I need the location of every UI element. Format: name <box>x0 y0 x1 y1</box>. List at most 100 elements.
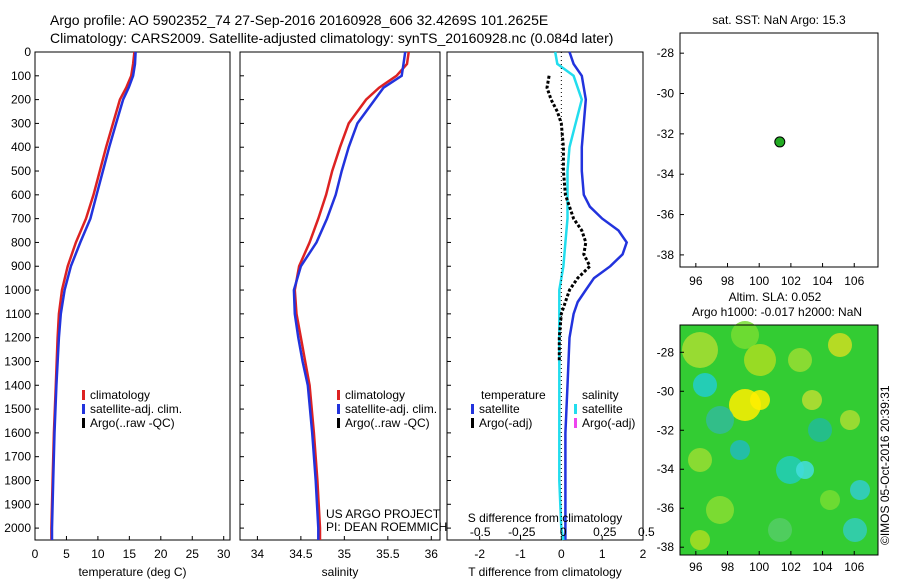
sla-field-blob <box>850 480 870 500</box>
y-tick-label: 900 <box>11 259 31 273</box>
sla-x-tick-label: 100 <box>749 560 769 574</box>
x-tick-label: 30 <box>217 547 231 561</box>
legend-sal-satellite: satellite <box>582 402 623 416</box>
sla-x-tick-label: 106 <box>844 560 864 574</box>
x-axis-label: T difference from climatology <box>468 565 622 579</box>
sla-panel-title-1: Altim. SLA: 0.052 <box>729 290 822 304</box>
sla-field-blob <box>828 333 852 357</box>
sla-field-blob <box>796 461 814 479</box>
sla-field-blob <box>840 410 860 430</box>
sat-x-tick-label: 102 <box>781 274 801 288</box>
y-tick-label: 1000 <box>4 283 31 297</box>
x2-tick-label: 0 <box>560 525 567 539</box>
legend-swatch-temp-satellite <box>471 404 474 414</box>
x-tick-label: 34 <box>251 547 265 561</box>
y-tick-label: 500 <box>11 164 31 178</box>
x2-tick-label: 0.5 <box>638 525 655 539</box>
x-tick-label: -1 <box>515 547 526 561</box>
legend-temperature-header: temperature <box>481 388 546 402</box>
y-tick-label: 1600 <box>4 426 31 440</box>
sla-y-tick-label: -34 <box>657 462 675 476</box>
sat-x-tick-label: 104 <box>813 274 833 288</box>
y-tick-label: 100 <box>11 69 31 83</box>
x-tick-label: 2 <box>640 547 647 561</box>
header-line-1: Argo profile: AO 5902352_74 27-Sep-2016 … <box>50 12 549 28</box>
x-tick-label: 0 <box>558 547 565 561</box>
sla-panel-title-2: Argo h1000: -0.017 h2000: NaN <box>692 305 862 319</box>
credit-text: ©IMOS 05-Oct-2016 20:39:31 <box>878 385 892 545</box>
x-axis-label: salinity <box>322 565 359 579</box>
x-tick-label: 25 <box>186 547 200 561</box>
legend-swatch-climatology <box>337 390 340 400</box>
sla-field-blob <box>788 348 812 372</box>
series-line-argo-adj- <box>545 75 592 362</box>
x-axis-label: temperature (deg C) <box>78 565 186 579</box>
y-tick-label: 1300 <box>4 354 31 368</box>
legend-swatch-argo <box>82 418 85 428</box>
legend-climatology: climatology <box>90 388 150 402</box>
series-line-climatology <box>293 51 410 540</box>
sla-x-tick-label: 104 <box>813 560 833 574</box>
sla-field-blob <box>730 440 750 460</box>
legend-swatch-satellite <box>82 404 85 414</box>
sla-x-tick-label: 98 <box>721 560 735 574</box>
sat-y-tick-label: -38 <box>657 248 675 262</box>
sla-field-blob <box>706 406 734 434</box>
sat-panel-frame <box>679 32 879 268</box>
y-tick-label: 1100 <box>5 307 31 321</box>
x-tick-label: -2 <box>474 547 485 561</box>
x2-tick-label: -0.25 <box>508 525 536 539</box>
y-tick-label: 0 <box>24 45 31 59</box>
legend-salinity-header: salinity <box>582 388 619 402</box>
sla-y-tick-label: -30 <box>657 384 675 398</box>
sla-field-blob <box>808 418 832 442</box>
sla-field-blob <box>776 456 804 484</box>
sla-panel-frame <box>679 324 879 556</box>
y-tick-label: 1900 <box>4 497 31 511</box>
sla-field-blob <box>731 321 759 349</box>
sat-y-tick-label: -36 <box>657 208 675 222</box>
y-tick-label: 1500 <box>4 402 31 416</box>
series-line-satellite-adj-clim- <box>292 51 407 540</box>
sla-y-tick-label: -32 <box>657 423 675 437</box>
legend-argo: Argo(..raw -QC) <box>345 416 430 430</box>
project-line-1: US ARGO PROJECT <box>326 507 441 521</box>
sat-panel-title: sat. SST: NaN Argo: 15.3 <box>712 13 846 27</box>
sla-y-tick-label: -38 <box>657 540 675 554</box>
x2-axis-label: S difference from climatology <box>468 511 623 525</box>
legend-swatch-sal-argo <box>574 418 577 428</box>
y-tick-label: 600 <box>11 188 31 202</box>
sat-y-tick-label: -30 <box>657 87 675 101</box>
sla-field-blob <box>744 344 776 376</box>
sat-x-tick-label: 98 <box>721 274 735 288</box>
x2-tick-label: 0.25 <box>593 525 617 539</box>
y-tick-label: 1800 <box>4 473 31 487</box>
panel-frame-2 <box>239 51 441 541</box>
legend-climatology: climatology <box>345 388 405 402</box>
y-tick-label: 1700 <box>4 450 31 464</box>
sat-x-tick-label: 100 <box>749 274 769 288</box>
sla-field-blob <box>768 518 792 542</box>
x-tick-label: 35 <box>338 547 352 561</box>
x-tick-label: 20 <box>154 547 168 561</box>
legend-swatch-climatology <box>82 390 85 400</box>
sla-y-tick-label: -36 <box>657 501 675 515</box>
x-tick-label: 0 <box>32 547 39 561</box>
series-line-satellite-adj-clim- <box>50 51 137 540</box>
legend-swatch-argo <box>337 418 340 428</box>
y-tick-label: 300 <box>11 116 31 130</box>
sla-field-blob <box>802 390 822 410</box>
legend-satellite-clim: satellite-adj. clim. <box>345 402 437 416</box>
header-line-2: Climatology: CARS2009. Satellite-adjuste… <box>50 30 614 46</box>
legend-swatch-temp-argo <box>471 418 474 428</box>
project-line-2: PI: DEAN ROEMMICH <box>326 520 447 534</box>
x-tick-label: 36 <box>425 547 439 561</box>
legend-satellite-clim: satellite-adj. clim. <box>90 402 182 416</box>
sla-field-blob <box>706 496 734 524</box>
x-tick-label: 1 <box>599 547 606 561</box>
legend-temp-satellite: satellite <box>479 402 520 416</box>
y-tick-label: 700 <box>11 212 31 226</box>
sla-field-blob <box>690 530 710 550</box>
sat-x-tick-label: 96 <box>689 274 703 288</box>
